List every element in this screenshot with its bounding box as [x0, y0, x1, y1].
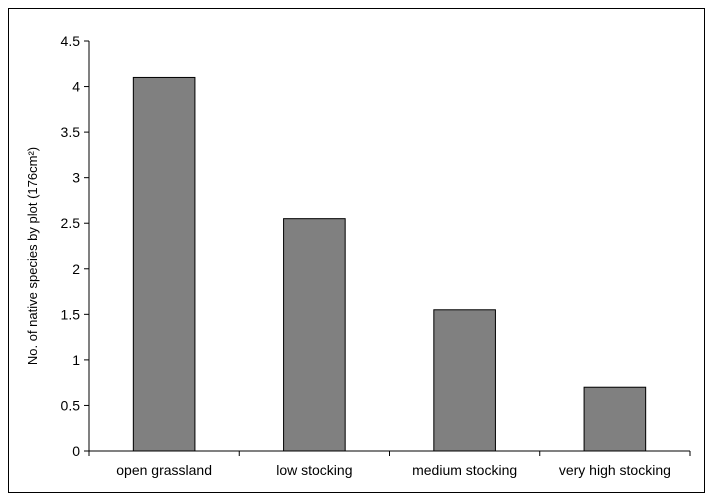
bars: [132, 76, 647, 452]
y-tick-label: 0.5: [61, 397, 81, 413]
y-tick-label: 4.5: [61, 33, 81, 49]
x-category-label: very high stocking: [559, 462, 671, 478]
bar-open-grassland: [132, 76, 196, 452]
y-tick-label: 2: [72, 261, 80, 277]
bar-medium-stocking: [433, 309, 496, 452]
y-axis-ticks: [84, 40, 89, 452]
bar-very-high-stocking: [583, 386, 647, 452]
y-tick-label: 3: [72, 170, 80, 186]
y-axis-tick-labels: 0 0.5 1 1.5 2 2.5 3 3.5 4 4.5: [61, 33, 81, 459]
x-category-label: open grassland: [116, 462, 212, 478]
y-tick-label: 0: [72, 443, 80, 459]
y-tick-label: 1.5: [61, 306, 81, 322]
x-category-label: medium stocking: [412, 462, 517, 478]
y-tick-label: 1: [72, 352, 80, 368]
x-category-label: low stocking: [276, 462, 352, 478]
x-axis-ticks: [88, 451, 691, 456]
y-tick-label: 2.5: [61, 215, 81, 231]
bar-low-stocking: [283, 218, 346, 452]
y-tick-label: 4: [72, 79, 80, 95]
x-axis-category-labels: open grassland low stocking medium stockin…: [116, 462, 671, 478]
y-axis-title: No. of native species by plot (176cm²): [25, 147, 40, 365]
y-tick-label: 3.5: [61, 124, 81, 140]
